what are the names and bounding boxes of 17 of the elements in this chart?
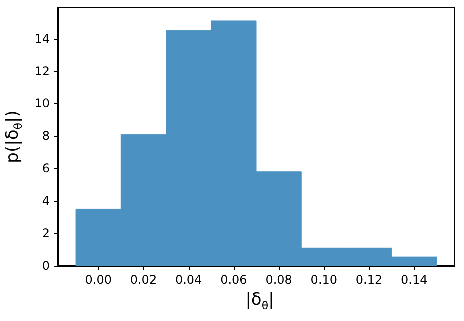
y-tick-label: 0 — [42, 259, 50, 273]
x-tick-label: 0.04 — [175, 273, 202, 287]
x-tick-label: 0.14 — [401, 273, 428, 287]
x-tick-label: 0.06 — [220, 273, 248, 287]
x-tick-label: 0.08 — [266, 273, 292, 287]
y-tick-label: 6 — [42, 162, 50, 176]
x-tick-label: 0.02 — [130, 273, 158, 287]
y-tick-label: 2 — [42, 226, 50, 241]
x-tick-label: 0.00 — [85, 273, 112, 287]
y-tick-label: 8 — [42, 129, 50, 144]
x-axis-title: |δ$_{θ}$| — [244, 290, 276, 312]
x-tick-label: 0.10 — [310, 273, 338, 287]
x-tick-label: 0.12 — [356, 273, 383, 287]
y-tick-label: 10 — [34, 96, 50, 111]
y-tick-label: 4 — [42, 194, 50, 208]
y-tick-label: 14 — [34, 32, 50, 46]
y-tick-label: 12 — [34, 64, 50, 78]
